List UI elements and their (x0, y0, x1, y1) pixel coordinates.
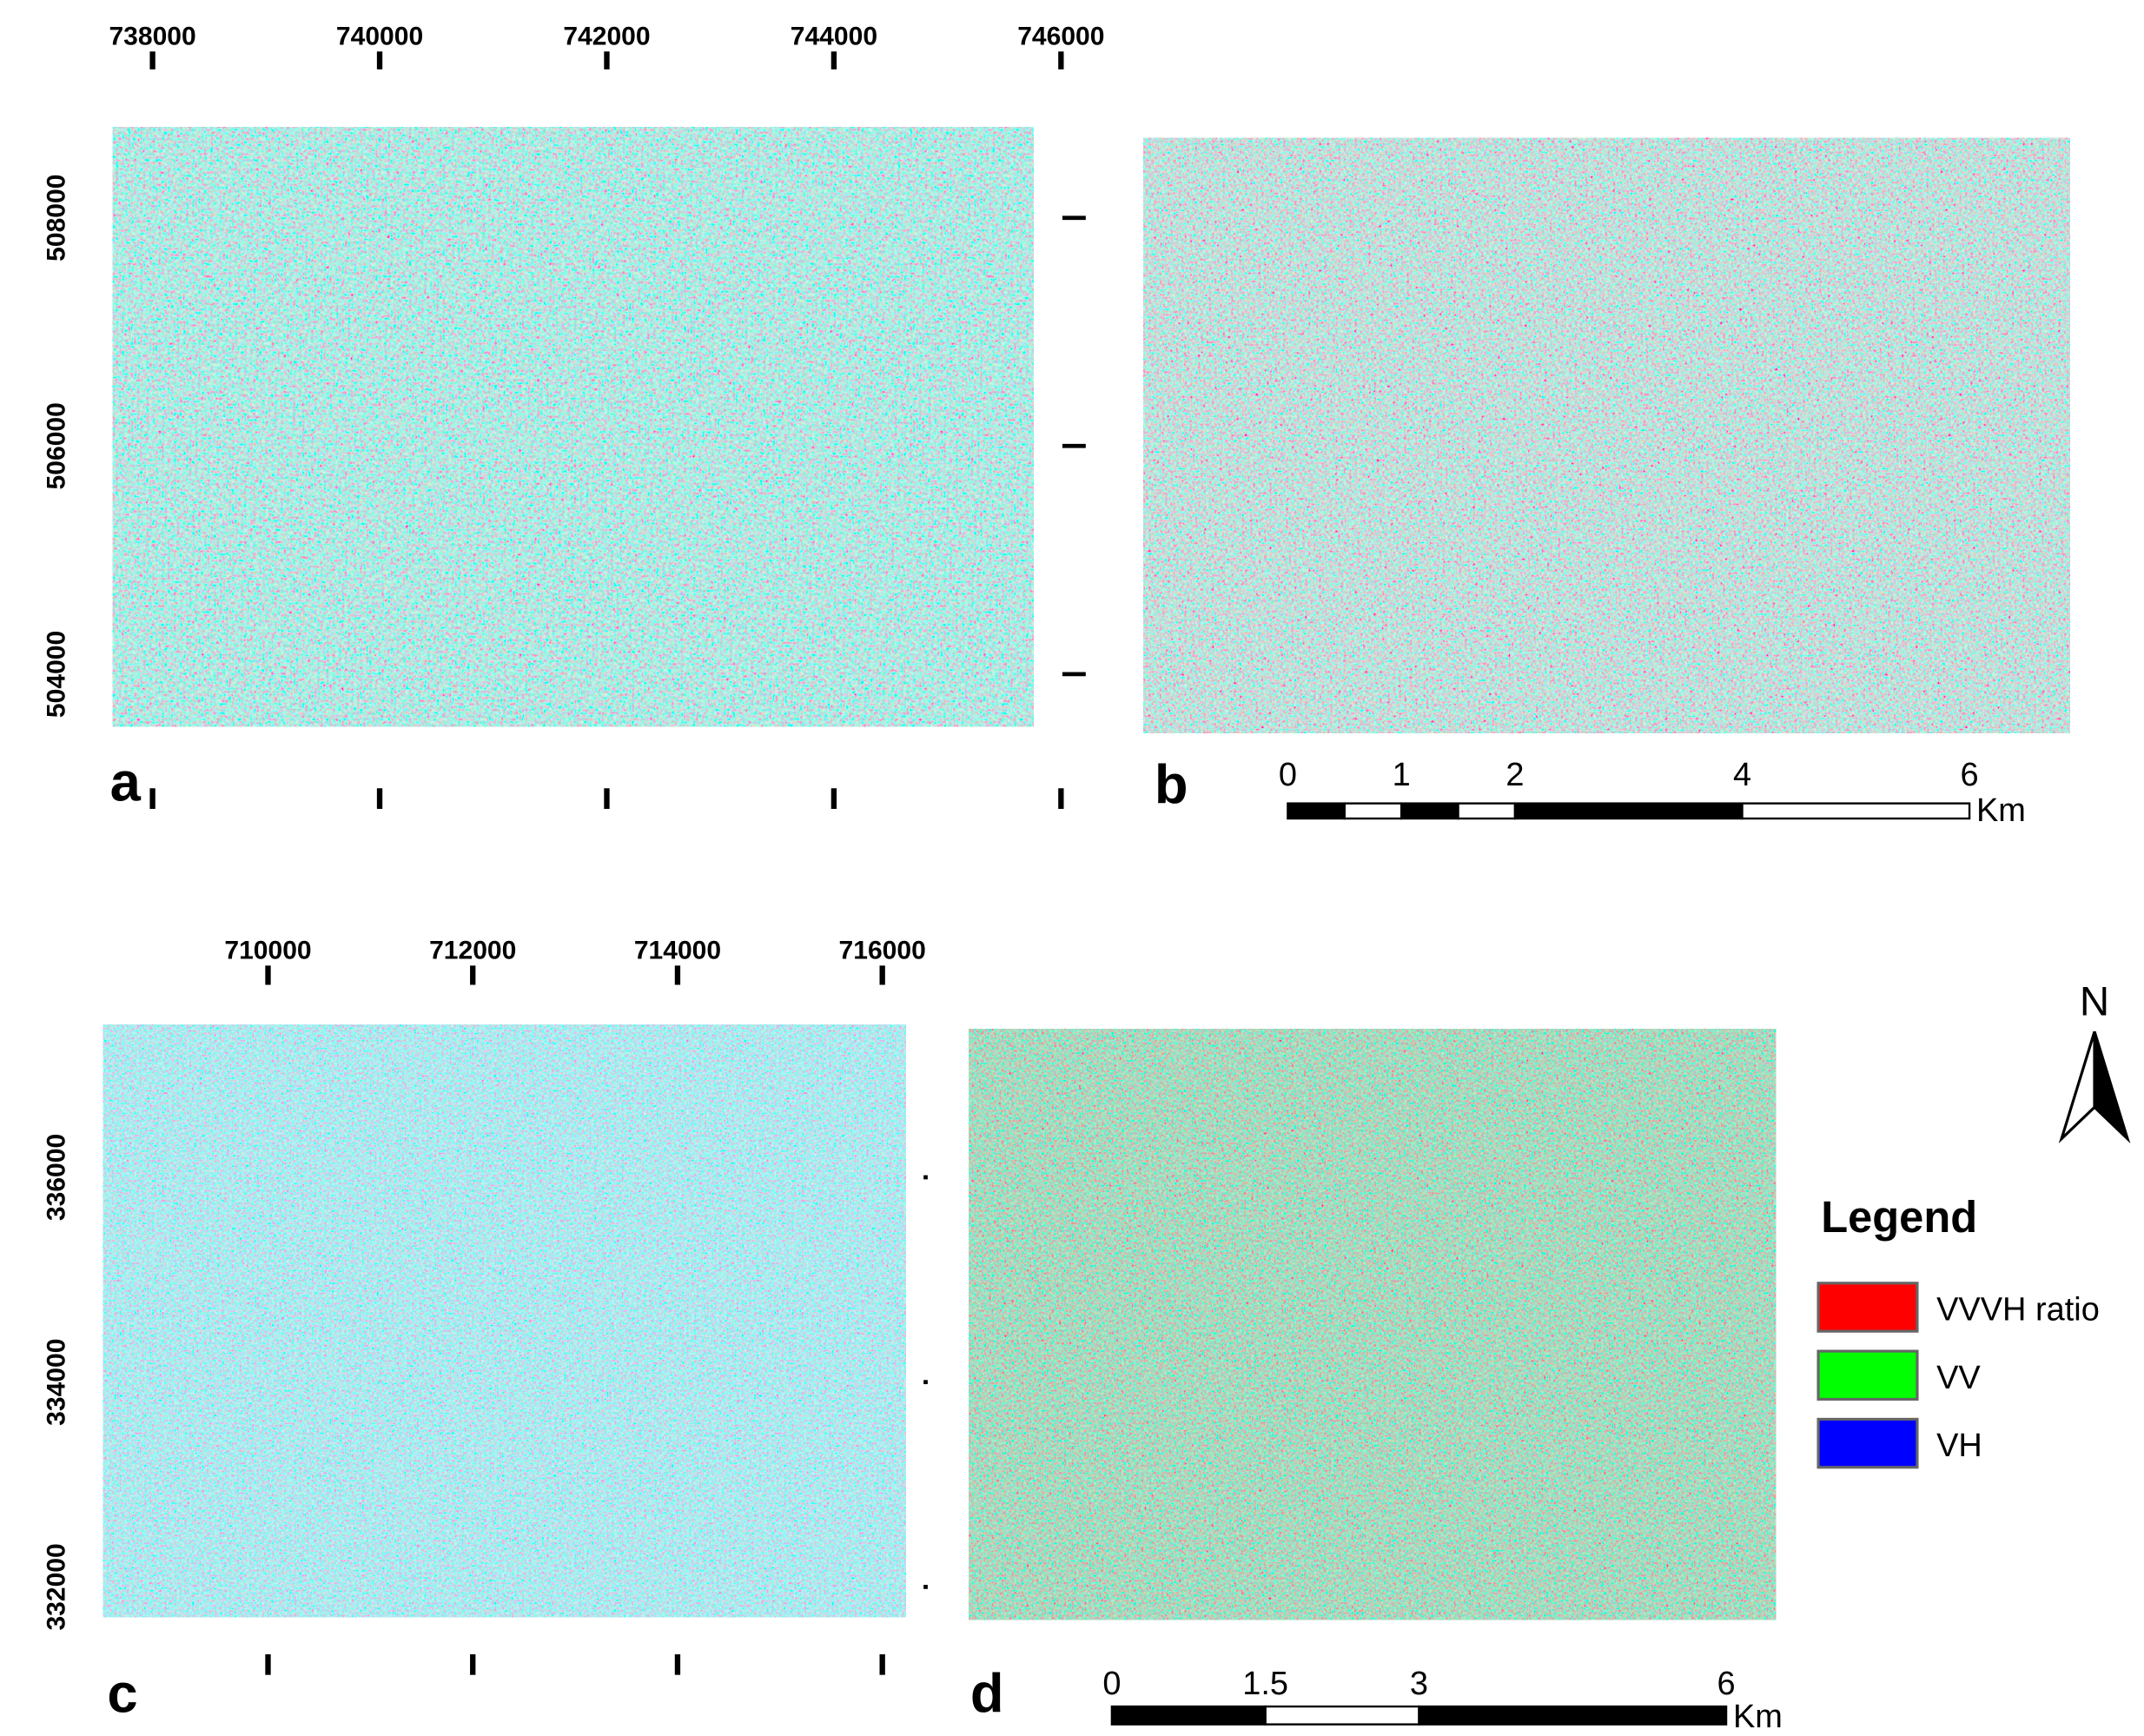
legend-swatch (1816, 1417, 1919, 1469)
scale-segment (1343, 802, 1403, 820)
scale-segment (1741, 802, 1971, 820)
sar-image (969, 1029, 1777, 1620)
scale-segment (1287, 802, 1346, 820)
sar-image (1143, 137, 2070, 733)
scale-label: 1.5 (1242, 1666, 1288, 1702)
y-coordinate-label: 508000 (42, 175, 70, 262)
x-coordinate-label: 740000 (336, 22, 423, 50)
y-coordinate-label: 336000 (42, 1134, 70, 1221)
x-coordinate-label: 742000 (563, 22, 650, 50)
scale-label: 1 (1393, 757, 1411, 793)
scale-unit: Km (1976, 792, 2026, 829)
x-coordinate-label: 712000 (429, 936, 516, 964)
scale-label: 4 (1733, 757, 1751, 793)
y-coordinate-label: 504000 (42, 631, 70, 718)
scale-label: 3 (1410, 1666, 1428, 1702)
panel-label: d (970, 1663, 1004, 1724)
y-coordinate-label: 506000 (42, 402, 70, 489)
legend-label: VH (1936, 1428, 1982, 1464)
sar-image (112, 127, 1034, 727)
panel-label: b (1155, 755, 1188, 816)
x-coordinate-label: 714000 (634, 936, 721, 964)
y-coordinate-label: 332000 (42, 1543, 70, 1630)
sar-image (103, 1024, 906, 1618)
scale-segment (1457, 802, 1517, 820)
legend-swatch (1816, 1282, 1919, 1333)
x-coordinate-label: 746000 (1017, 22, 1104, 50)
y-coordinate-label: 334000 (42, 1339, 70, 1426)
scale-label: 0 (1102, 1666, 1121, 1702)
panel-label: a (110, 752, 142, 812)
scale-segment (1418, 1705, 1728, 1726)
legend-label: VVVH ratio (1936, 1291, 2100, 1328)
scale-label: 2 (1505, 757, 1524, 793)
x-coordinate-label: 716000 (839, 936, 926, 964)
scale-segment (1400, 802, 1459, 820)
north-arrow: N (2058, 978, 2131, 1144)
x-coordinate-label: 738000 (109, 22, 195, 50)
scale-label: 6 (1717, 1666, 1736, 1702)
scale-segment (1110, 1705, 1267, 1726)
legend-title: Legend (1821, 1192, 1977, 1242)
scale-label: 0 (1279, 757, 1297, 793)
legend-label: VV (1936, 1360, 1981, 1396)
scale-label: 6 (1961, 757, 1979, 793)
x-coordinate-label: 744000 (791, 22, 877, 50)
x-coordinate-label: 710000 (224, 936, 311, 964)
panel-label: c (107, 1663, 137, 1724)
north-label: N (2080, 978, 2109, 1024)
scale-segment (1513, 802, 1744, 820)
scale-segment (1264, 1705, 1420, 1726)
legend-swatch (1816, 1349, 1919, 1401)
scale-unit: Km (1733, 1699, 1783, 1735)
